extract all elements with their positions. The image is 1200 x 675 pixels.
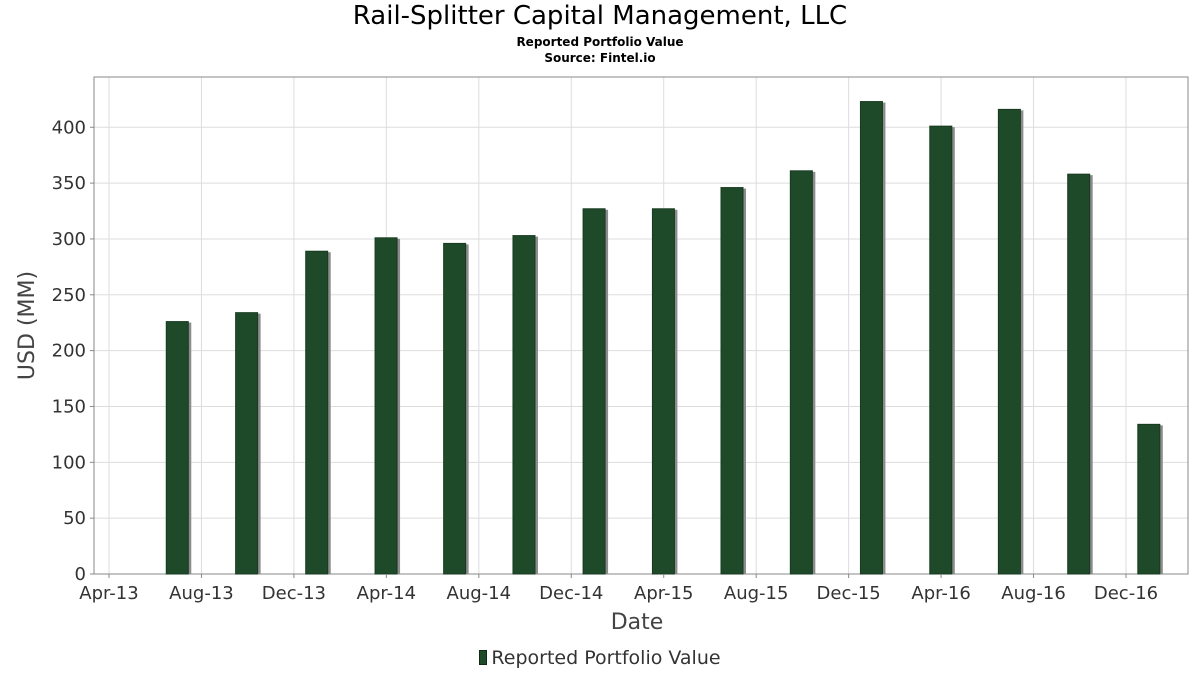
y-axis-ticks: 0 50 100 150 200 250 300 350 400: [52, 117, 94, 585]
bar: [235, 312, 259, 575]
bar: [512, 235, 536, 575]
x-tick-label: Dec-14: [539, 583, 603, 604]
bar: [859, 101, 883, 575]
bar: [1137, 423, 1161, 575]
chart-title: Rail-Splitter Capital Management, LLC: [352, 1, 848, 31]
bar: [997, 108, 1021, 575]
y-axis-title: USD (MM): [15, 271, 40, 380]
x-tick-label: Apr-15: [634, 583, 693, 604]
bar: [165, 321, 189, 575]
bar: [582, 208, 606, 575]
y-tick-label: 100: [52, 452, 86, 473]
x-tick-label: Apr-14: [357, 583, 416, 604]
bar: [720, 187, 744, 575]
x-tick-label: Apr-16: [911, 583, 970, 604]
legend-label: Reported Portfolio Value: [491, 647, 721, 669]
x-tick-label: Aug-16: [1001, 583, 1066, 604]
x-axis-title: Date: [611, 610, 664, 635]
y-tick-label: 400: [52, 117, 86, 138]
x-tick-label: Dec-13: [262, 583, 326, 604]
chart-source: Source: Fintel.io: [544, 51, 656, 65]
chart-subtitle: Reported Portfolio Value: [516, 35, 684, 49]
bar: [929, 125, 953, 575]
x-tick-label: Dec-15: [817, 583, 881, 604]
y-tick-label: 0: [75, 564, 86, 585]
plot-area: [93, 76, 1189, 575]
x-tick-label: Aug-14: [447, 583, 512, 604]
y-tick-label: 250: [52, 285, 86, 306]
bar: [374, 237, 398, 575]
y-tick-label: 200: [52, 341, 86, 362]
y-tick-label: 150: [52, 396, 86, 417]
bar: [305, 250, 329, 575]
bar: [443, 242, 467, 575]
y-tick-label: 50: [63, 508, 86, 529]
bars: [165, 101, 1163, 575]
bar: [1067, 173, 1091, 575]
legend: Reported Portfolio Value: [0, 647, 1200, 669]
x-axis-ticks: Apr-13 Aug-13 Dec-13 Apr-14 Aug-14 Dec-14 Apr-…: [79, 574, 1158, 604]
x-tick-label: Aug-13: [169, 583, 234, 604]
x-tick-label: Apr-13: [79, 583, 138, 604]
x-tick-label: Dec-16: [1094, 583, 1158, 604]
legend-swatch: [479, 650, 488, 665]
bar: [789, 170, 813, 575]
x-tick-label: Aug-15: [724, 583, 789, 604]
y-tick-label: 350: [52, 173, 86, 194]
bar: [651, 208, 675, 575]
y-tick-label: 300: [52, 229, 86, 250]
